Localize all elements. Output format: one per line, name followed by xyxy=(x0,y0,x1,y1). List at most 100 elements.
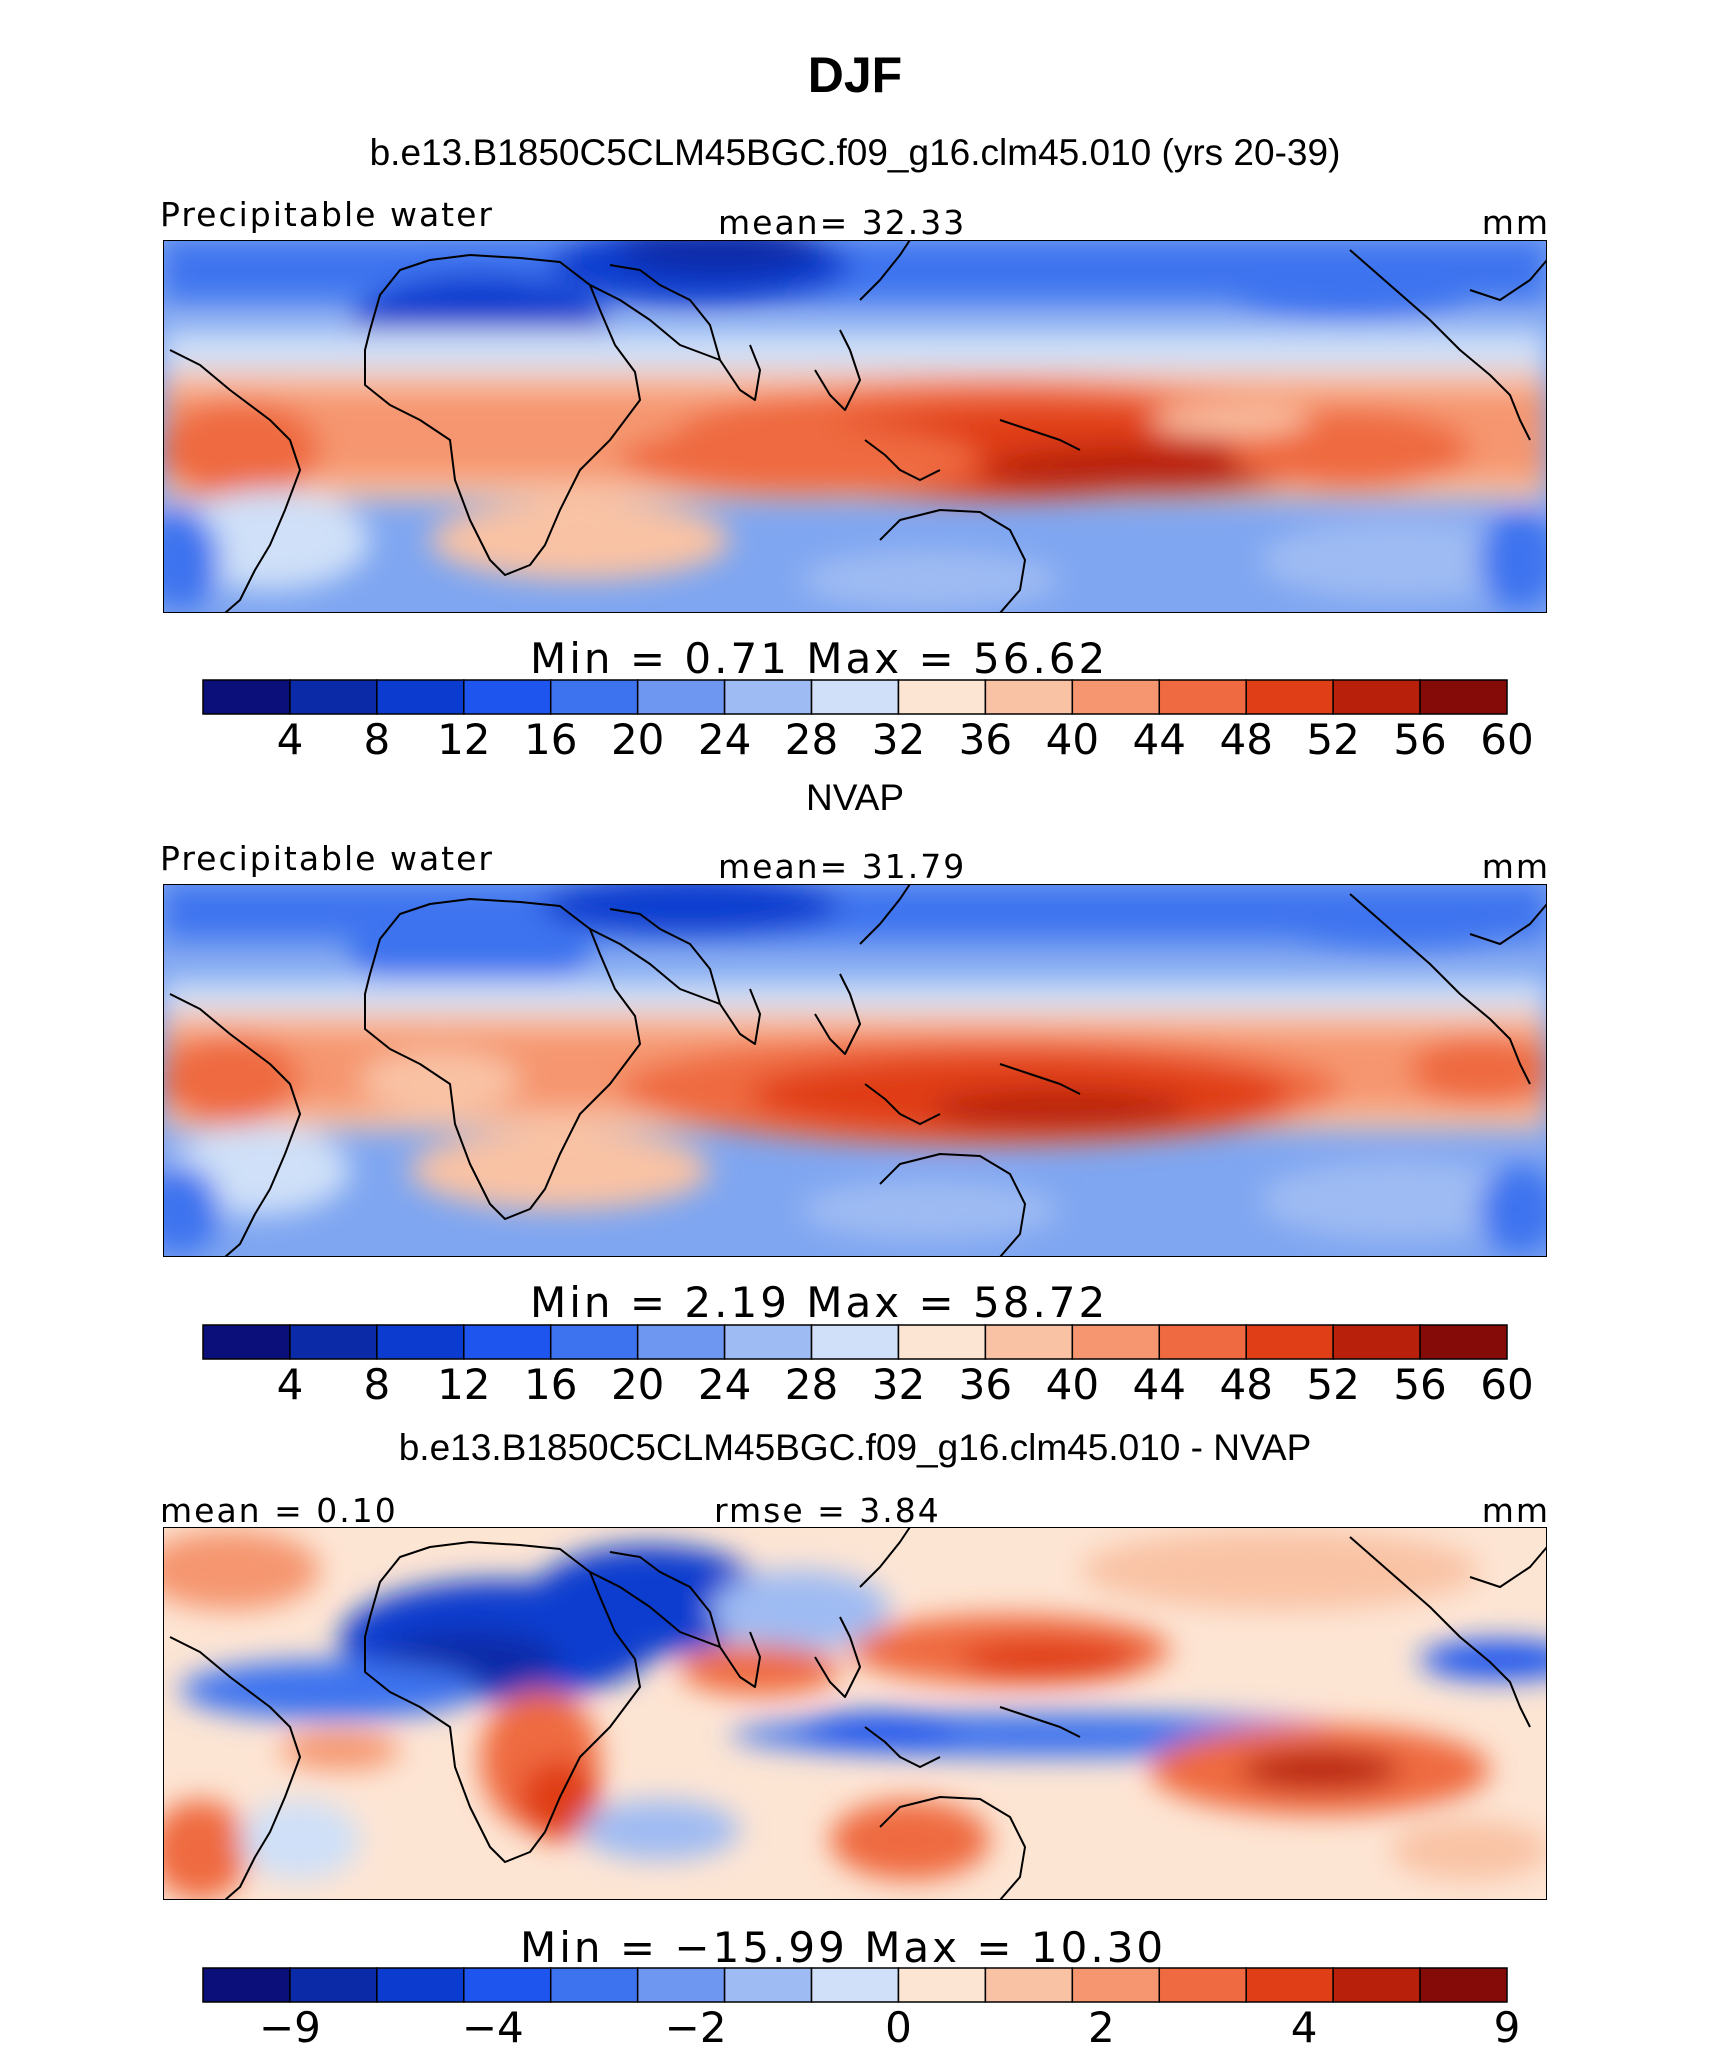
colorbar-swatch xyxy=(549,1967,639,2003)
colorbar-tick-label: −4 xyxy=(462,2003,524,2048)
colorbar: −9 −4 −2 0 2 4 9 xyxy=(202,1967,1521,2048)
variable-label: Precipitable water xyxy=(160,195,494,234)
colorbar-tick-label: −9 xyxy=(259,2003,321,2048)
colorbar-swatch xyxy=(810,679,900,715)
colorbar-swatch xyxy=(1332,679,1421,715)
colorbar-tick-label: 8 xyxy=(363,1360,390,1409)
colorbar-swatch xyxy=(1071,1324,1161,1360)
colorbar-tick-label: 12 xyxy=(437,715,490,764)
units-label: mm xyxy=(1482,203,1550,242)
colorbar-tick-label: 4 xyxy=(277,1360,304,1409)
colorbar-swatch xyxy=(376,679,465,715)
colorbar-tick-label: 48 xyxy=(1219,715,1272,764)
colorbar-tick-label: 36 xyxy=(959,715,1012,764)
colorbar-tick-label: 16 xyxy=(524,1360,577,1409)
colorbar-tick-label: 24 xyxy=(698,1360,751,1409)
colorbar-swatch xyxy=(1245,679,1334,715)
colorbar-tick-label: 52 xyxy=(1306,715,1359,764)
colorbar-tick-label: 8 xyxy=(363,715,390,764)
colorbar-tick-label: 40 xyxy=(1046,715,1099,764)
colorbar-swatch xyxy=(636,1324,726,1360)
colorbar: 4 8 12 16 20 24 28 32 36 40 44 48 52 56 60 xyxy=(202,1324,1534,1409)
colorbar-swatch xyxy=(636,1967,726,2003)
colorbar-swatch xyxy=(1419,1967,1508,2003)
colorbar-swatch xyxy=(463,679,552,715)
mean-label: mean = 0.10 xyxy=(160,1491,398,1530)
colorbar-tick-label: 12 xyxy=(437,1360,490,1409)
panel-title: b.e13.B1850C5CLM45BGC.f09_g16.clm45.010 … xyxy=(399,1427,1312,1468)
colorbar-swatch xyxy=(636,679,726,715)
min-max-label: Min = 0.71 Max = 56.62 xyxy=(530,634,1108,683)
colorbar-tick-label: 48 xyxy=(1219,1360,1272,1409)
colorbar-swatch xyxy=(549,1324,639,1360)
colorbar-swatch xyxy=(1332,1324,1421,1360)
colorbar-tick-label: 0 xyxy=(885,2003,912,2048)
colorbar-swatch xyxy=(723,679,813,715)
panel-title: b.e13.B1850C5CLM45BGC.f09_g16.clm45.010 … xyxy=(370,132,1341,173)
panel-model: b.e13.B1850C5CLM45BGC.f09_g16.clm45.010 … xyxy=(160,132,1550,764)
figure-title: DJF xyxy=(808,47,902,103)
colorbar-tick-label: 9 xyxy=(1494,2003,1521,2048)
panel-title: NVAP xyxy=(806,777,904,818)
colorbar-tick-label: 4 xyxy=(1291,2003,1318,2048)
colorbar-tick-label: 32 xyxy=(872,715,925,764)
rmse-label: rmse = 3.84 xyxy=(714,1491,941,1530)
units-label: mm xyxy=(1482,1491,1550,1530)
colorbar-swatch xyxy=(289,1967,378,2003)
coastlines xyxy=(169,884,1547,1257)
panel-observations: NVAP Precipitable water mean= 31.79 mm xyxy=(160,777,1550,1409)
colorbar-tick-label: 44 xyxy=(1133,1360,1186,1409)
colorbar-swatch xyxy=(289,679,378,715)
min-max-label: Min = −15.99 Max = 10.30 xyxy=(520,1923,1166,1972)
colorbar-swatch xyxy=(463,1324,552,1360)
min-max-label: Min = 2.19 Max = 58.72 xyxy=(530,1278,1108,1327)
colorbar-swatch xyxy=(1158,1324,1247,1360)
map-field xyxy=(163,884,1547,1257)
colorbar-tick-label: 56 xyxy=(1393,1360,1446,1409)
colorbar-swatch xyxy=(202,1324,291,1360)
colorbar-tick-label: 36 xyxy=(959,1360,1012,1409)
colorbar-swatch xyxy=(984,1324,1074,1360)
colorbar-swatch xyxy=(376,1967,465,2003)
colorbar-swatch xyxy=(1245,1967,1334,2003)
colorbar-swatch xyxy=(723,1324,813,1360)
colorbar-swatch xyxy=(463,1967,552,2003)
colorbar-swatch xyxy=(1419,679,1508,715)
colorbar-swatch xyxy=(289,1324,378,1360)
colorbar-swatch xyxy=(897,1324,987,1360)
colorbar-swatch xyxy=(376,1324,465,1360)
colorbar-tick-label: 28 xyxy=(785,715,838,764)
colorbar-tick-label: 2 xyxy=(1088,2003,1115,2048)
colorbar-swatch xyxy=(1158,679,1247,715)
colorbar-swatch xyxy=(897,679,987,715)
variable-label: Precipitable water xyxy=(160,839,494,878)
colorbar-swatch xyxy=(723,1967,813,2003)
colorbar-swatch xyxy=(549,679,639,715)
units-label: mm xyxy=(1482,847,1550,886)
colorbar-tick-label: 20 xyxy=(611,715,664,764)
map-field xyxy=(163,240,1547,613)
colorbar-swatch xyxy=(1158,1967,1247,2003)
colorbar-tick-label: 52 xyxy=(1306,1360,1359,1409)
colorbar-tick-label: −2 xyxy=(665,2003,727,2048)
colorbar-swatch xyxy=(1419,1324,1508,1360)
colorbar-swatch xyxy=(984,679,1074,715)
mean-label: mean= 32.33 xyxy=(718,203,966,242)
mean-label: mean= 31.79 xyxy=(718,847,966,886)
coastlines xyxy=(169,240,1547,613)
colorbar: 4 8 12 16 20 24 28 32 36 40 44 48 52 56 60 xyxy=(202,679,1534,764)
colorbar-swatch xyxy=(1245,1324,1334,1360)
panel-difference: b.e13.B1850C5CLM45BGC.f09_g16.clm45.010 … xyxy=(160,1427,1550,2048)
colorbar-tick-label: 20 xyxy=(611,1360,664,1409)
colorbar-tick-label: 60 xyxy=(1480,1360,1533,1409)
colorbar-swatch xyxy=(1332,1967,1421,2003)
colorbar-swatch xyxy=(1071,1967,1161,2003)
coastlines xyxy=(169,1527,1547,1900)
colorbar-tick-label: 60 xyxy=(1480,715,1533,764)
map-field xyxy=(163,1527,1547,1900)
colorbar-tick-label: 40 xyxy=(1046,1360,1099,1409)
colorbar-swatch xyxy=(1071,679,1161,715)
colorbar-swatch xyxy=(202,679,291,715)
colorbar-swatch xyxy=(984,1967,1074,2003)
